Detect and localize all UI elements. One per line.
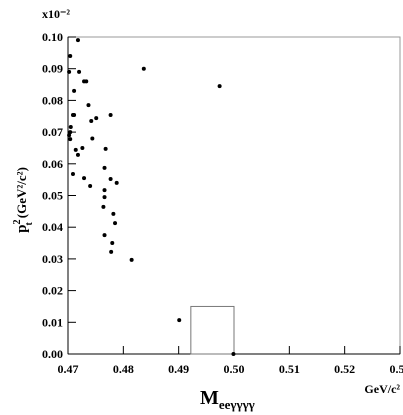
x-tick-label: 0.53 xyxy=(390,362,403,376)
point xyxy=(102,188,107,193)
x-axis-label: Meeγγγγ xyxy=(200,387,255,412)
point xyxy=(67,69,72,74)
point xyxy=(68,54,73,59)
point xyxy=(102,195,107,200)
point xyxy=(141,66,146,71)
point xyxy=(108,112,113,117)
y-tick-label: 0.08 xyxy=(42,93,63,107)
point xyxy=(231,352,236,356)
x-tick-label: 0.52 xyxy=(334,362,355,376)
point xyxy=(108,177,113,182)
point xyxy=(68,125,73,130)
x-tick-label: 0.47 xyxy=(58,362,79,376)
point xyxy=(111,211,116,216)
point xyxy=(217,84,222,89)
point xyxy=(114,180,119,185)
point xyxy=(89,119,94,124)
point xyxy=(82,176,87,181)
y-tick-label: 0.02 xyxy=(42,284,63,298)
point xyxy=(68,130,73,135)
point xyxy=(80,145,85,150)
point xyxy=(88,183,93,188)
point xyxy=(77,69,82,74)
y-tick-label: 0.03 xyxy=(42,252,63,266)
y-tick-label: 0.10 xyxy=(42,30,63,44)
point xyxy=(73,147,78,152)
point xyxy=(68,137,73,142)
signal-region xyxy=(190,305,235,355)
y-tick-label: 0.00 xyxy=(42,347,63,361)
point xyxy=(94,116,99,121)
point xyxy=(86,103,91,108)
point xyxy=(103,146,108,151)
point xyxy=(75,38,80,43)
point xyxy=(90,136,95,141)
point xyxy=(75,152,80,157)
y-tick-label: 0.07 xyxy=(42,125,63,139)
point xyxy=(129,257,134,262)
point xyxy=(72,88,77,93)
point xyxy=(102,165,107,170)
x-tick-label: 0.50 xyxy=(224,362,245,376)
point xyxy=(113,221,118,226)
point xyxy=(84,79,89,84)
x-axis-unit: GeV/c² xyxy=(364,382,400,396)
point xyxy=(101,204,106,209)
x-tick-label: 0.48 xyxy=(113,362,134,376)
y-tick-label: 0.01 xyxy=(42,315,63,329)
y-tick-label: 0.04 xyxy=(42,220,63,234)
x-tick-label: 0.51 xyxy=(279,362,300,376)
point xyxy=(109,249,114,254)
point xyxy=(102,233,107,238)
y-tick-label: 0.05 xyxy=(42,189,63,203)
multiplier: x10⁻² xyxy=(42,7,70,21)
y-axis-label: p2t(GeV²/c²) xyxy=(12,167,35,233)
point xyxy=(110,241,115,246)
y-tick-label: 0.06 xyxy=(42,157,63,171)
point xyxy=(70,171,75,176)
y-tick-label: 0.09 xyxy=(42,62,63,76)
x-tick-label: 0.49 xyxy=(168,362,189,376)
point xyxy=(70,112,75,117)
point xyxy=(67,133,72,138)
point xyxy=(177,318,182,323)
